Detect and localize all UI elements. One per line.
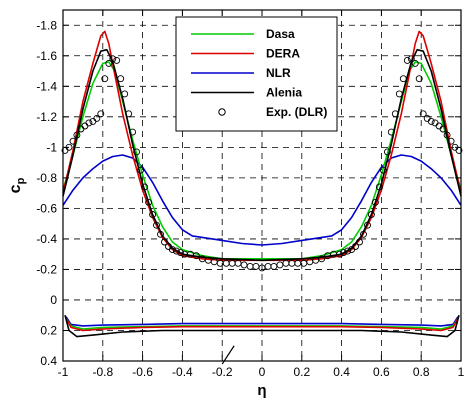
- exp-marker: [336, 250, 344, 258]
- exp-marker: [129, 128, 137, 136]
- y-tick-label: -1.8: [36, 18, 57, 32]
- y-tick-label: 0.4: [40, 354, 57, 368]
- exp-marker: [117, 75, 125, 83]
- exp-marker: [367, 211, 375, 218]
- y-tick-label: -0.6: [36, 201, 57, 215]
- tick-labels: -1 -0.8 -0.6 -0.4 -0.2 0 0.2 0.4 0.6 0.8 1 -1.8 -1.6…: [36, 18, 464, 379]
- series-layer: [62, 30, 462, 365]
- exp-marker: [153, 221, 160, 229]
- series-nlr-upper: [62, 154, 462, 246]
- y-tick-label: -0.4: [36, 232, 57, 246]
- exp-marker: [121, 90, 129, 98]
- x-tick-label: 0.6: [373, 365, 390, 379]
- exp-marker: [340, 249, 348, 257]
- x-axis-label: η: [257, 382, 266, 399]
- exp-marker: [443, 131, 451, 139]
- exp-marker: [427, 117, 435, 125]
- x-tick-label: 0.2: [293, 365, 310, 379]
- plot-border: [62, 9, 462, 362]
- legend-label-dasa: Dasa: [266, 27, 295, 41]
- y-tick-label: -1.4: [36, 79, 57, 93]
- legend-label-dera: DERA: [266, 47, 300, 61]
- exp-marker: [157, 230, 164, 238]
- y-axis-label-sub: p: [15, 177, 27, 184]
- exp-marker: [318, 255, 326, 263]
- exp-marker: [403, 56, 411, 64]
- exp-marker: [137, 166, 145, 174]
- exp-marker: [344, 247, 352, 255]
- legend: Dasa DERA NLR Alenia Exp. (DLR): [175, 16, 338, 132]
- exp-marker: [125, 110, 133, 118]
- exp-marker: [149, 211, 157, 218]
- exp-marker: [399, 75, 407, 83]
- series-alenia-lower: [64, 314, 460, 338]
- series-dasa-lower: [65, 317, 459, 330]
- exp-marker: [352, 243, 359, 250]
- x-tick-label: 1: [458, 365, 465, 379]
- exp-marker: [109, 55, 117, 63]
- x-tick-label: -0.8: [92, 365, 113, 379]
- x-tick-label: -0.4: [172, 365, 193, 379]
- y-tick-label: -0.8: [36, 171, 57, 185]
- exp-marker: [93, 114, 101, 122]
- exp-marker: [419, 110, 427, 118]
- exp-marker: [364, 221, 371, 229]
- exp-marker: [395, 90, 403, 98]
- exp-marker: [375, 183, 383, 191]
- x-tick-label: -0.2: [212, 365, 233, 379]
- exp-marker: [105, 59, 113, 67]
- exp-marker: [101, 75, 109, 83]
- exp-marker: [391, 110, 399, 118]
- exp-marker: [97, 110, 105, 118]
- y-tick-label: 0.2: [40, 323, 57, 337]
- legend-label-alenia: Alenia: [266, 86, 302, 100]
- exp-marker: [133, 148, 141, 156]
- y-tick-label: -0.2: [36, 262, 57, 276]
- exp-marker: [387, 128, 395, 136]
- exp-marker: [85, 119, 93, 127]
- exp-marker: [371, 198, 379, 206]
- x-tick-label: 0.8: [413, 365, 430, 379]
- exp-marker: [447, 137, 455, 145]
- legend-swatch-exp-dlr: [218, 108, 226, 116]
- exp-marker: [176, 249, 184, 257]
- y-tick-label: -1: [46, 140, 57, 154]
- exp-marker: [407, 55, 415, 63]
- x-tick-label: 0: [259, 365, 266, 379]
- y-tick-label: -1.6: [36, 49, 57, 63]
- series-nlr-lower: [65, 316, 459, 327]
- y-axis-label: cp: [7, 177, 27, 193]
- exp-marker: [113, 56, 121, 64]
- exp-marker: [411, 59, 419, 67]
- exp-marker: [161, 238, 168, 246]
- legend-label-nlr: NLR: [266, 66, 291, 80]
- legend-box: [175, 16, 338, 132]
- series-dera-lower: [65, 317, 459, 332]
- y-tick-label: 0: [50, 293, 57, 307]
- x-tick-label: -1: [58, 365, 69, 379]
- exp-marker: [141, 183, 149, 191]
- exp-marker: [145, 198, 153, 206]
- series-alenia-upper: [62, 48, 462, 262]
- y-tick-label: -1.2: [36, 110, 57, 124]
- exp-marker: [360, 230, 367, 238]
- exp-marker: [192, 252, 200, 260]
- y-axis-label-main: c: [7, 184, 24, 193]
- exp-marker: [73, 131, 81, 139]
- x-tick-label: -0.6: [132, 365, 153, 379]
- exp-marker: [356, 238, 363, 246]
- exp-marker: [172, 247, 180, 255]
- svg-text:cp: cp: [7, 177, 27, 193]
- exp-marker: [439, 125, 447, 133]
- exp-marker: [168, 246, 176, 254]
- exp-marker: [383, 148, 391, 156]
- legend-label-exp-dlr: Exp. (DLR): [266, 105, 327, 119]
- plot-frame: [62, 9, 462, 362]
- x-tick-label: 0.4: [333, 365, 350, 379]
- exp-marker: [69, 137, 77, 145]
- exp-marker: [415, 75, 423, 83]
- exp-marker: [379, 166, 387, 174]
